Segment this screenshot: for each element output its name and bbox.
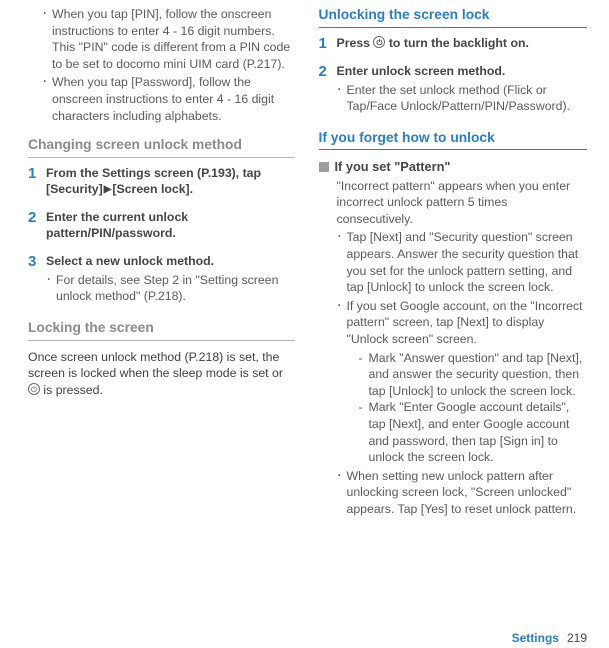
- para-post: is pressed.: [40, 383, 103, 397]
- bullet-dot-icon: ･: [42, 74, 52, 124]
- step-head-post: to turn the backlight on.: [385, 36, 528, 50]
- step: 3 Select a new unlock method. ･ For deta…: [28, 254, 295, 307]
- square-body: "Incorrect pattern" appears when you ent…: [319, 178, 588, 518]
- bullet-dot-icon: ･: [337, 468, 347, 518]
- square-intro: "Incorrect pattern" appears when you ent…: [337, 178, 588, 228]
- step-head: Enter unlock screen method.: [337, 64, 588, 80]
- step-number: 1: [319, 36, 337, 54]
- step-number: 2: [319, 64, 337, 117]
- bullet-dot-icon: ･: [337, 229, 347, 295]
- bullet-text: If you set Google account, on the "Incor…: [347, 298, 588, 466]
- step-number: 3: [28, 254, 46, 307]
- step-head: Enter the current unlock pattern/PIN/pas…: [46, 210, 295, 242]
- bullet-item: ･ When you tap [PIN], follow the onscree…: [42, 6, 295, 72]
- bullet-item: ･ Enter the set unlock method (Flick or …: [337, 82, 588, 115]
- bullet-text: When you tap [PIN], follow the onscreen …: [52, 6, 295, 72]
- square-heading-pattern: If you set "Pattern": [319, 158, 588, 175]
- bullet-dot-icon: ･: [337, 82, 347, 115]
- step: 2 Enter unlock screen method. ･ Enter th…: [319, 64, 588, 117]
- locking-para: Once screen unlock method (P.218) is set…: [28, 349, 295, 399]
- dash-text: Mark "Answer question" and tap [Next], a…: [369, 350, 588, 400]
- bullet-item: ･ Tap [Next] and "Security question" scr…: [337, 229, 588, 295]
- step-body: Press ⏻ to turn the backlight on.: [337, 36, 588, 54]
- step-number: 1: [28, 166, 46, 200]
- section-heading-locking-screen: Locking the screen: [28, 319, 295, 341]
- right-column: Unlocking the screen lock 1 Press ⏻ to t…: [305, 0, 609, 648]
- section-heading-unlocking: Unlocking the screen lock: [319, 6, 588, 28]
- step-head: Select a new unlock method.: [46, 254, 295, 270]
- step: 2 Enter the current unlock pattern/PIN/p…: [28, 210, 295, 244]
- bullet-text: Tap [Next] and "Security question" scree…: [347, 229, 588, 295]
- square-heading-text: If you set "Pattern": [335, 159, 451, 174]
- step-head-pre: Press: [337, 36, 374, 50]
- bullet-dot-icon: ･: [46, 272, 56, 305]
- bullet-text: When you tap [Password], follow the onsc…: [52, 74, 295, 124]
- dash-icon: -: [359, 350, 369, 400]
- left-column: ･ When you tap [PIN], follow the onscree…: [0, 0, 305, 648]
- section-heading-forget-unlock: If you forget how to unlock: [319, 129, 588, 151]
- bullet-dot-icon: ･: [42, 6, 52, 72]
- bullet-item: ･ When you tap [Password], follow the on…: [42, 74, 295, 124]
- bullet-text: Enter the set unlock method (Flick or Ta…: [347, 82, 588, 115]
- step-head: From the Settings screen (P.193), tap [S…: [46, 166, 295, 198]
- step: 1 From the Settings screen (P.193), tap …: [28, 166, 295, 200]
- step: 1 Press ⏻ to turn the backlight on.: [319, 36, 588, 54]
- dash-list: - Mark "Answer question" and tap [Next],…: [347, 350, 588, 466]
- step-head-post: [Screen lock].: [112, 182, 193, 196]
- footer-section-label: Settings: [512, 631, 559, 645]
- bullet-dot-icon: ･: [337, 298, 347, 466]
- section-heading-changing-method: Changing screen unlock method: [28, 136, 295, 158]
- bullet-text: For details, see Step 2 in "Setting scre…: [56, 272, 295, 305]
- bullet-text: When setting new unlock pattern after un…: [347, 468, 588, 518]
- step-body: Select a new unlock method. ･ For detail…: [46, 254, 295, 307]
- triangle-icon: ▶: [104, 183, 112, 196]
- bullet-item: ･ For details, see Step 2 in "Setting sc…: [46, 272, 295, 305]
- bullet-item: ･ If you set Google account, on the "Inc…: [337, 298, 588, 466]
- bullet-item: ･ When setting new unlock pattern after …: [337, 468, 588, 518]
- dash-item: - Mark "Enter Google account details", t…: [359, 399, 588, 465]
- step-body: Enter unlock screen method. ･ Enter the …: [337, 64, 588, 117]
- bullet-lead: If you set Google account, on the "Incor…: [347, 299, 583, 346]
- dash-text: Mark "Enter Google account details", tap…: [369, 399, 588, 465]
- page-footer: Settings 219: [512, 630, 587, 646]
- power-icon: ⏻: [28, 383, 40, 395]
- dash-item: - Mark "Answer question" and tap [Next],…: [359, 350, 588, 400]
- para-pre: Once screen unlock method (P.218) is set…: [28, 350, 283, 381]
- footer-page-number: 219: [567, 631, 587, 645]
- power-icon: ⏻: [373, 36, 385, 48]
- intro-bullets: ･ When you tap [PIN], follow the onscree…: [28, 6, 295, 124]
- square-marker-icon: [319, 162, 329, 172]
- step-body: Enter the current unlock pattern/PIN/pas…: [46, 210, 295, 244]
- step-head: Press ⏻ to turn the backlight on.: [337, 36, 588, 52]
- dash-icon: -: [359, 399, 369, 465]
- step-body: From the Settings screen (P.193), tap [S…: [46, 166, 295, 200]
- step-number: 2: [28, 210, 46, 244]
